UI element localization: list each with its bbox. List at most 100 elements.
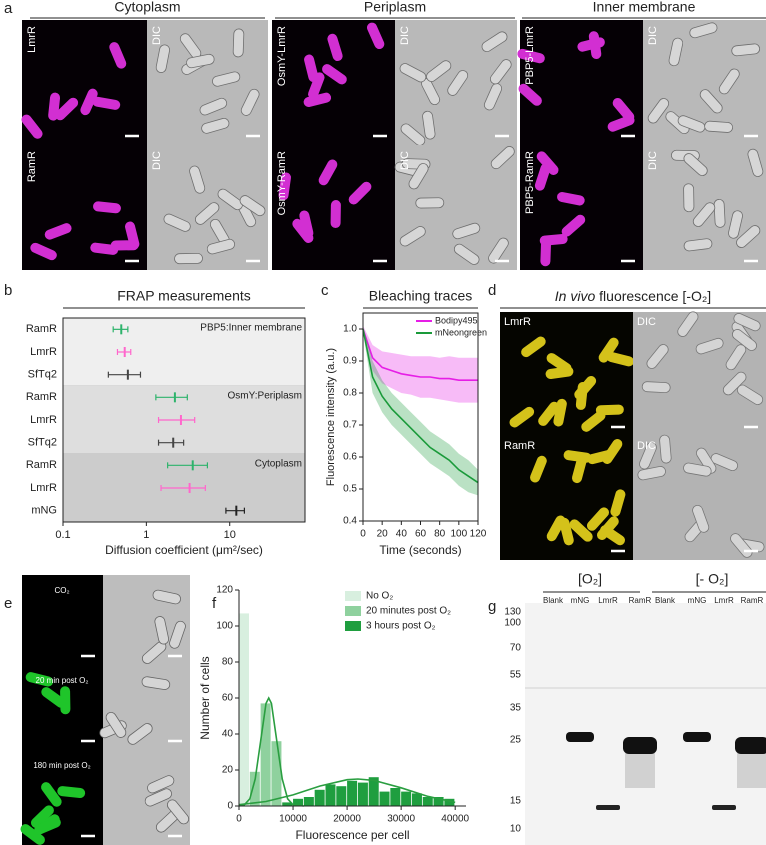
cell — [152, 589, 181, 605]
blot — [525, 603, 766, 845]
cell — [20, 824, 45, 845]
image-label: DIC — [151, 151, 163, 170]
y-tick-label: 40 — [222, 729, 234, 740]
cell — [211, 71, 241, 87]
x-tick-label: 100 — [450, 529, 467, 540]
cell — [540, 238, 552, 267]
y-tick-label: 1.0 — [343, 324, 357, 335]
cell — [569, 519, 593, 542]
legend-swatch — [345, 606, 361, 616]
legend-swatch — [345, 591, 361, 601]
group-label: Cytoplasm — [255, 459, 302, 470]
hist-bar — [239, 613, 250, 806]
x-tick-label: 40000 — [441, 814, 469, 825]
title-text: fluorescence [-O₂] — [599, 288, 711, 304]
cell — [677, 115, 706, 133]
hist-bar — [336, 786, 347, 806]
y-tick-label: 0.4 — [343, 516, 357, 527]
section-header: Cytoplasm — [114, 0, 180, 15]
cell — [659, 434, 672, 464]
cell — [689, 22, 718, 39]
plot-frame — [62, 317, 306, 523]
legend-label: mNeongreen — [435, 327, 487, 337]
legend-swatch — [345, 621, 361, 631]
cell — [683, 462, 712, 477]
image-label: RamR — [26, 151, 38, 182]
cell — [538, 401, 560, 426]
x-tick-label: 10 — [224, 529, 236, 541]
lane-label: Blank — [655, 596, 676, 605]
cell — [25, 672, 54, 687]
x-tick-label: 0 — [360, 529, 366, 540]
lane-label: LmrR — [598, 596, 618, 605]
category-label: mNG — [31, 505, 57, 517]
cell — [530, 455, 547, 483]
image-label: OsmY-RamR — [276, 151, 288, 215]
band — [712, 805, 736, 810]
band — [596, 805, 620, 810]
cell — [577, 37, 605, 52]
y-tick-label: 0 — [227, 801, 233, 812]
cell — [127, 723, 153, 745]
cell — [722, 371, 747, 396]
cell — [731, 43, 761, 57]
cell — [144, 788, 172, 807]
cell — [278, 172, 291, 201]
cell — [518, 83, 542, 106]
cell — [488, 237, 509, 264]
cell — [80, 88, 98, 116]
image-label: DIC — [637, 440, 656, 452]
mw-marker: 25 — [510, 735, 522, 746]
cell — [747, 148, 764, 177]
x-tick-label: 1 — [143, 529, 149, 541]
category-label: SfTq2 — [28, 369, 57, 381]
cell — [304, 54, 319, 83]
cell — [490, 146, 515, 170]
cell — [571, 455, 587, 484]
cell — [206, 238, 236, 255]
cell — [452, 222, 481, 240]
cell — [704, 120, 733, 133]
image-label: DIC — [647, 26, 659, 45]
error-band — [363, 325, 478, 496]
chart-title: Bleaching traces — [369, 288, 473, 304]
smear — [737, 748, 766, 788]
hist-bar — [401, 791, 412, 806]
band — [566, 732, 594, 742]
cell — [141, 676, 171, 690]
category-label: RamR — [26, 391, 57, 403]
hist-bar — [347, 780, 358, 806]
lane-label: RamR — [629, 596, 652, 605]
band — [735, 737, 766, 754]
cell — [696, 447, 717, 474]
hist-bar — [433, 797, 444, 806]
category-label: LmrR — [30, 414, 57, 426]
image-label: CO₂ — [54, 586, 69, 595]
cell — [713, 199, 726, 228]
series-line — [362, 328, 479, 484]
group-band — [63, 318, 305, 386]
micrograph — [520, 145, 643, 270]
hist-bar — [303, 797, 314, 806]
legend-label: 20 minutes post O₂ — [366, 606, 451, 617]
micrograph — [103, 575, 190, 665]
cell — [399, 226, 426, 247]
cell — [308, 72, 325, 100]
image-label: OsmY-LmrR — [276, 26, 288, 86]
mw-marker: 10 — [510, 824, 522, 835]
cell — [57, 786, 86, 799]
y-tick-label: 60 — [222, 693, 234, 704]
cell — [232, 28, 245, 58]
mw-marker: 70 — [510, 643, 522, 654]
cell — [699, 89, 723, 114]
cell — [109, 42, 127, 69]
cell — [348, 181, 372, 205]
cell — [41, 782, 62, 807]
cell — [557, 192, 585, 206]
x-tick-label: 60 — [415, 529, 427, 540]
hist-bar — [325, 784, 336, 806]
cell — [534, 163, 551, 191]
lane-label: mNG — [571, 596, 590, 605]
cell — [683, 183, 695, 213]
